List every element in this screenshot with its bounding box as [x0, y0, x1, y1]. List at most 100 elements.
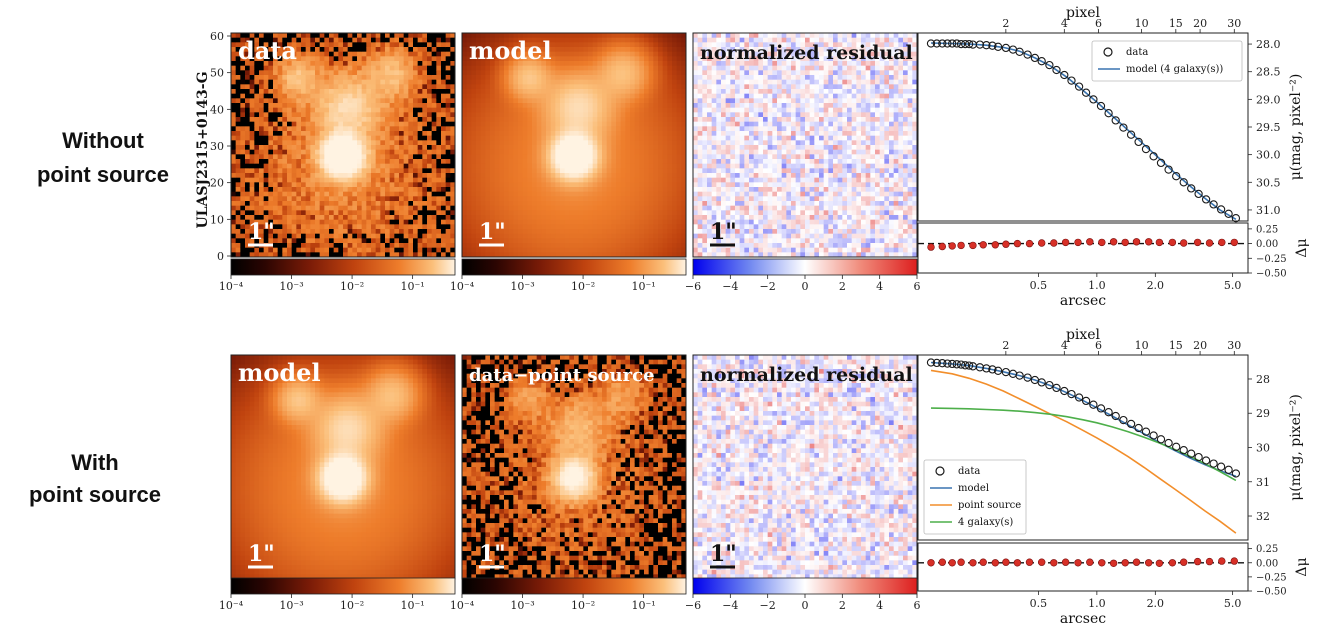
image-pixel	[592, 93, 598, 99]
image-pixel	[277, 159, 283, 165]
image-pixel	[532, 243, 538, 249]
image-pixel	[569, 229, 575, 235]
image-pixel	[338, 65, 344, 71]
image-pixel	[254, 149, 260, 155]
image-pixel	[508, 196, 514, 202]
image-pixel	[667, 205, 673, 211]
image-pixel	[389, 233, 395, 239]
image-pixel	[499, 229, 505, 235]
panel-title: model	[469, 36, 552, 65]
image-pixel	[403, 117, 409, 123]
image-pixel	[494, 247, 500, 253]
image-pixel	[436, 107, 442, 113]
image-pixel	[522, 252, 528, 258]
image-pixel	[648, 126, 654, 132]
image-pixel	[508, 121, 514, 127]
image-pixel	[371, 75, 377, 81]
image-pixel	[240, 70, 246, 76]
image-pixel	[532, 126, 538, 132]
image-pixel	[287, 89, 293, 95]
image-pixel	[361, 98, 367, 104]
image-pixel	[319, 205, 325, 211]
image-pixel	[588, 135, 594, 141]
image-pixel	[385, 135, 391, 141]
image-pixel	[235, 56, 241, 62]
image-pixel	[263, 145, 269, 151]
image-pixel	[333, 252, 339, 258]
image-pixel	[240, 117, 246, 123]
image-pixel	[338, 224, 344, 230]
image-pixel	[249, 51, 255, 57]
image-pixel	[667, 215, 673, 221]
image-pixel	[711, 131, 717, 137]
image-pixel	[574, 205, 580, 211]
image-pixel	[357, 163, 363, 169]
image-pixel	[450, 187, 456, 193]
image-pixel	[403, 135, 409, 141]
image-pixel	[466, 215, 472, 221]
image-pixel	[471, 219, 477, 225]
image-pixel	[564, 47, 570, 53]
image-pixel	[658, 210, 664, 216]
image-pixel	[676, 229, 682, 235]
image-pixel	[417, 145, 423, 151]
image-pixel	[560, 42, 566, 48]
image-pixel	[417, 112, 423, 118]
image-pixel	[310, 56, 316, 62]
image-pixel	[301, 145, 307, 151]
image-pixel	[485, 65, 491, 71]
image-pixel	[602, 163, 608, 169]
image-pixel	[648, 219, 654, 225]
image-pixel	[263, 238, 269, 244]
image-pixel	[574, 112, 580, 118]
image-pixel	[343, 252, 349, 258]
image-pixel	[606, 191, 612, 197]
image-pixel	[389, 177, 395, 183]
image-pixel	[564, 121, 570, 127]
image-pixel	[560, 47, 566, 53]
image-pixel	[361, 70, 367, 76]
image-pixel	[352, 233, 358, 239]
image-pixel	[476, 252, 482, 258]
image-pixel	[611, 131, 617, 137]
image-pixel	[291, 56, 297, 62]
image-pixel	[319, 215, 325, 221]
image-pixel	[403, 70, 409, 76]
image-pixel	[522, 191, 528, 197]
image-pixel	[527, 61, 533, 67]
image-pixel	[634, 145, 640, 151]
image-pixel	[352, 47, 358, 53]
image-pixel	[366, 173, 372, 179]
image-pixel	[277, 247, 283, 253]
image-pixel	[639, 112, 645, 118]
image-pixel	[644, 177, 650, 183]
image-pixel	[450, 149, 456, 155]
image-pixel	[347, 131, 353, 137]
image-pixel	[630, 47, 636, 53]
image-pixel	[466, 93, 472, 99]
image-pixel	[536, 233, 542, 239]
image-pixel	[310, 168, 316, 174]
image-pixel	[702, 61, 708, 67]
image-pixel	[508, 70, 514, 76]
image-pixel	[494, 187, 500, 193]
image-pixel	[588, 229, 594, 235]
image-pixel	[536, 89, 542, 95]
image-pixel	[602, 51, 608, 57]
image-pixel	[616, 191, 622, 197]
image-pixel	[569, 117, 575, 123]
image-pixel	[287, 56, 293, 62]
image-pixel	[494, 98, 500, 104]
image-pixel	[725, 37, 731, 43]
image-pixel	[263, 159, 269, 165]
image-pixel	[394, 131, 400, 137]
image-pixel	[268, 103, 274, 109]
image-pixel	[231, 70, 237, 76]
image-pixel	[338, 37, 344, 43]
image-pixel	[564, 93, 570, 99]
image-pixel	[560, 89, 566, 95]
image-pixel	[394, 252, 400, 258]
image-pixel	[658, 224, 664, 230]
image-pixel	[490, 229, 496, 235]
image-pixel	[625, 47, 631, 53]
